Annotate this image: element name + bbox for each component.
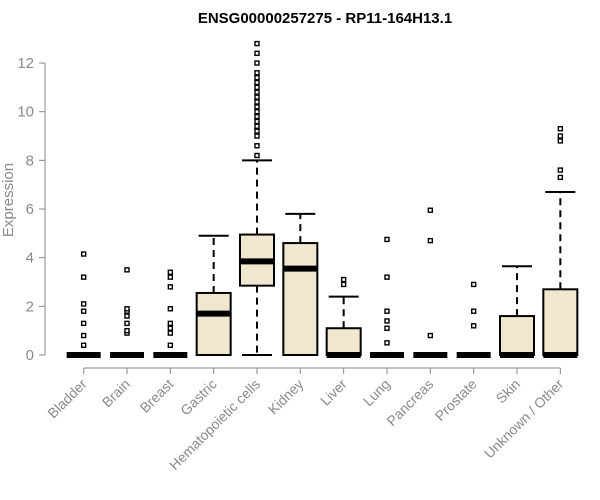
box-iqr bbox=[542, 288, 579, 356]
outlier-point bbox=[427, 207, 434, 213]
outlier-point bbox=[557, 167, 564, 173]
box-iqr bbox=[282, 242, 319, 356]
x-tick-label: Skin bbox=[493, 376, 524, 407]
outlier-point bbox=[124, 320, 130, 327]
box-iqr bbox=[325, 327, 362, 356]
outlier-point bbox=[254, 89, 260, 95]
outlier-point bbox=[427, 237, 434, 244]
outlier-point bbox=[124, 327, 130, 334]
outlier-point bbox=[557, 133, 564, 139]
y-tick-label: 10 bbox=[17, 104, 34, 121]
x-tick-label: Gastric bbox=[177, 376, 220, 419]
outlier-point bbox=[427, 332, 434, 339]
outlier-point bbox=[167, 325, 174, 331]
outlier-point bbox=[384, 318, 390, 324]
outlier-point bbox=[254, 128, 260, 134]
x-tick-label: Lung bbox=[360, 376, 393, 409]
outlier-point bbox=[384, 325, 390, 331]
outlier-point bbox=[80, 251, 87, 257]
outlier-point bbox=[384, 308, 390, 314]
chart-title: ENSG00000257275 - RP11-164H13.1 bbox=[198, 10, 452, 27]
outlier-point bbox=[254, 123, 260, 129]
outlier-point bbox=[254, 118, 260, 125]
outlier-point bbox=[254, 104, 260, 110]
x-tick-label: Unknown / Other bbox=[481, 376, 567, 462]
y-tick-label: 12 bbox=[17, 55, 34, 72]
box-iqr bbox=[195, 291, 232, 356]
outlier-point bbox=[124, 267, 130, 273]
x-tick-label: Liver bbox=[317, 376, 350, 409]
outlier-point bbox=[254, 40, 260, 47]
outlier-point bbox=[167, 284, 174, 290]
outlier-point bbox=[254, 60, 260, 66]
outlier-point bbox=[80, 332, 87, 339]
outlier-point bbox=[557, 174, 564, 181]
x-tick-label: Pancreas bbox=[383, 376, 436, 429]
outlier-point bbox=[254, 108, 260, 115]
outlier-point bbox=[254, 152, 260, 159]
outlier-point bbox=[80, 320, 87, 327]
x-tick-label: Brain bbox=[99, 376, 133, 410]
outlier-point bbox=[254, 74, 260, 81]
outlier-point bbox=[340, 281, 347, 288]
outlier-point bbox=[557, 126, 564, 132]
outlier-point bbox=[124, 306, 130, 312]
y-tick-label: 2 bbox=[26, 298, 34, 315]
outlier-point bbox=[384, 236, 390, 243]
outlier-point bbox=[80, 342, 87, 348]
y-tick-label: 0 bbox=[26, 347, 34, 364]
y-tick-label: 4 bbox=[26, 250, 34, 267]
outlier-point bbox=[254, 50, 260, 57]
outlier-point bbox=[80, 301, 87, 307]
outlier-point bbox=[470, 281, 477, 288]
outlier-point bbox=[470, 308, 477, 314]
outlier-point bbox=[470, 323, 477, 329]
box-iqr bbox=[499, 315, 535, 356]
outlier-point bbox=[167, 306, 174, 312]
outlier-point bbox=[254, 70, 260, 76]
outlier-point bbox=[254, 113, 260, 120]
outlier-point bbox=[254, 143, 260, 149]
outlier-point bbox=[167, 330, 174, 336]
outlier-point bbox=[80, 308, 87, 314]
x-tick-label: Bladder bbox=[44, 376, 90, 422]
outlier-point bbox=[167, 274, 174, 280]
y-tick-label: 6 bbox=[26, 201, 34, 218]
outlier-point bbox=[254, 99, 260, 105]
outlier-point bbox=[167, 320, 174, 327]
outlier-point bbox=[167, 269, 174, 275]
outlier-point bbox=[124, 313, 130, 319]
outlier-point bbox=[80, 274, 87, 280]
y-axis-label: Expression bbox=[0, 163, 17, 237]
y-tick-label: 8 bbox=[26, 152, 34, 169]
outlier-point bbox=[167, 342, 174, 348]
outlier-point bbox=[254, 133, 260, 139]
x-tick-label: Breast bbox=[137, 376, 177, 416]
x-tick-label: Prostate bbox=[432, 376, 480, 424]
outlier-point bbox=[557, 138, 564, 144]
outlier-point bbox=[254, 84, 260, 91]
x-tick-label: Kidney bbox=[265, 376, 307, 418]
outlier-point bbox=[340, 276, 347, 283]
outlier-point bbox=[254, 94, 260, 100]
outlier-point bbox=[254, 79, 260, 86]
outlier-point bbox=[384, 274, 390, 280]
outlier-point bbox=[384, 340, 390, 346]
